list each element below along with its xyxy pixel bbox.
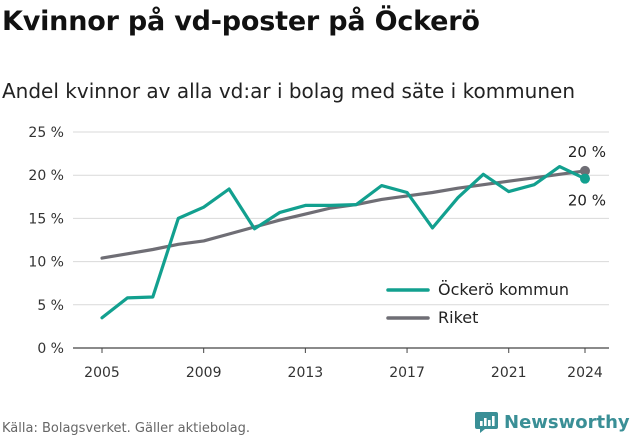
y-axis-ticks: 0 % 5 % 10 % 15 % 20 % 25 % [28, 125, 64, 357]
y-tick-label: 0 % [37, 341, 64, 357]
series-line-ockero [100, 165, 587, 320]
end-point-riket [580, 165, 590, 176]
end-label-ockero: 20 % [568, 192, 606, 210]
x-tick-label: 2013 [288, 365, 324, 381]
grid-lines [73, 131, 609, 349]
x-axis-ticks: 2005 2009 2013 2017 2021 2024 [84, 348, 603, 381]
y-tick-label: 25 % [28, 125, 64, 141]
legend-label: Riket [438, 308, 478, 327]
y-tick-label: 5 % [37, 298, 64, 314]
y-tick-label: 20 % [28, 168, 64, 184]
x-tick-label: 2024 [567, 365, 603, 381]
chart-subtitle: Andel kvinnor av alla vd:ar i bolag med … [2, 79, 575, 103]
chart-title: Kvinnor på vd-poster på Öckerö [2, 6, 480, 37]
legend-item-ockero[interactable]: Öckerö kommun [386, 280, 569, 299]
source-note: Källa: Bolagsverket. Gäller aktiebolag. [2, 421, 251, 436]
legend-item-riket[interactable]: Riket [386, 308, 478, 327]
end-label-riket: 20 % [568, 143, 606, 161]
x-tick-label: 2021 [491, 365, 527, 381]
newsworthy-logo-icon [475, 412, 498, 433]
legend-label: Öckerö kommun [438, 280, 569, 299]
end-point-ockero [580, 173, 590, 184]
series-line-riket [100, 169, 587, 260]
legend: Öckerö kommun Riket [386, 280, 569, 327]
x-tick-label: 2005 [84, 365, 120, 381]
brand-name: Newsworthy [504, 411, 630, 433]
x-tick-label: 2009 [186, 365, 222, 381]
brand-logo[interactable]: Newsworthy [475, 409, 630, 435]
y-tick-label: 10 % [28, 255, 64, 271]
y-tick-label: 15 % [28, 211, 64, 227]
series-lines [100, 165, 590, 320]
x-tick-label: 2017 [389, 365, 425, 381]
end-labels: 20 % 20 % [568, 143, 606, 210]
